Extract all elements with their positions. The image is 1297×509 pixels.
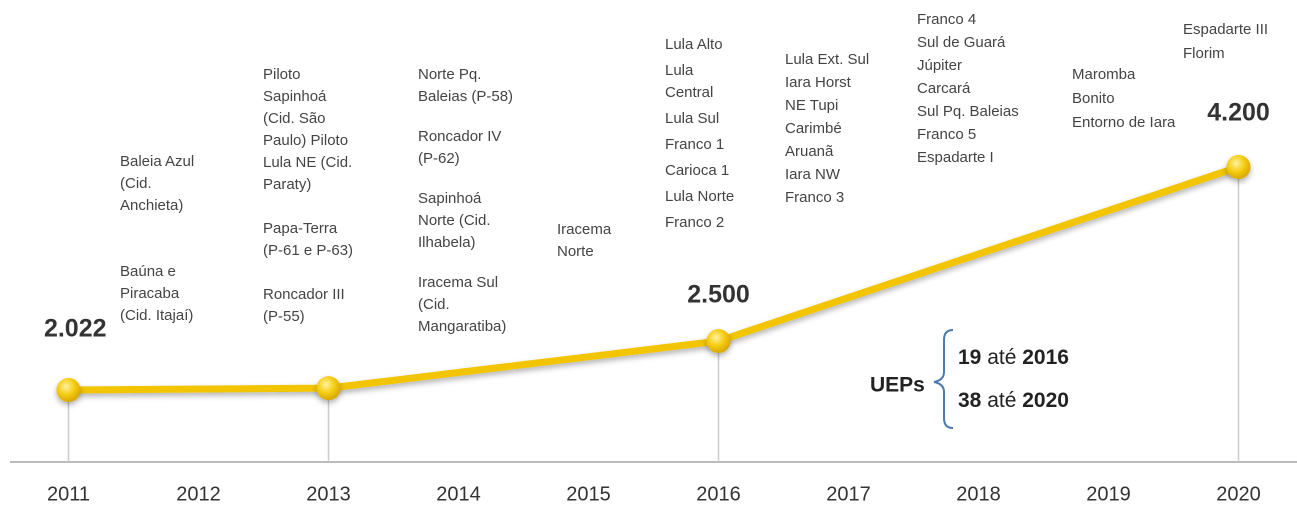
project-label: Lula NE (Cid. [263,154,352,171]
project-label: Baleia Azul [120,153,194,170]
project-label: (P-55) [263,308,305,325]
project-label: (P-61 e P-63) [263,242,353,259]
x-tick-label: 2011 [47,483,90,505]
project-label: Piloto [263,66,301,83]
value-label: 4.200 [1207,99,1270,127]
project-label: NE Tupi [785,97,838,114]
marker [56,378,81,402]
project-label: Lula Ext. Sul [785,51,869,68]
uep-box: UEPs 19 até 2016 38 até 2020 [870,329,1069,429]
project-label: (Cid. Itajaí) [120,307,193,324]
project-label: Baleias (P-58) [418,88,513,105]
project-label: Espadarte III [1183,21,1268,38]
project-label: Florim [1183,45,1225,62]
uep-line: 38 até 2020 [958,389,1069,412]
project-label: Maromba [1072,66,1136,83]
project-label: Sul Pq. Baleias [917,103,1019,120]
value-label: 2.022 [44,315,107,343]
project-label: Norte Pq. [418,66,481,83]
project-label: (Cid. [418,296,450,313]
project-label: (Cid. [120,175,152,192]
project-label: Espadarte I [917,149,994,166]
project-label: Iracema [557,221,612,238]
project-label: Roncador III [263,286,345,303]
project-label: Sapinhoá [263,88,327,105]
project-label: Sapinhoá [418,190,482,207]
project-label: Lula Sul [665,110,719,127]
project-label: (Cid. São [263,110,326,127]
uep-count: 19 [958,346,981,369]
x-tick-label: 2013 [306,483,351,505]
project-label: Carcará [917,80,971,97]
uep-word: até [987,346,1016,369]
x-tick-label: 2018 [956,483,1001,505]
x-tick-label: 2019 [1086,483,1131,505]
uep-year: 2020 [1022,389,1069,412]
project-label: Ilhabela) [418,234,476,251]
project-label: Lula Norte [665,188,734,205]
project-label: Lula [665,62,694,79]
project-label: Entorno de Iara [1072,114,1176,131]
bracket [933,329,954,429]
project-label: Bonito [1072,90,1115,107]
project-label: Franco 3 [785,189,844,206]
project-label: Franco 2 [665,214,724,231]
x-tick-label: 2014 [436,483,481,505]
project-label: Lula Alto [665,36,723,53]
x-tick-label: 2015 [566,483,611,505]
project-label: Papa-Terra [263,220,338,237]
project-label: Paraty) [263,176,311,193]
uep-label: UEPs [870,374,925,397]
project-label: Norte [557,243,594,260]
x-tick-label: 2012 [176,483,221,505]
x-tick-label: 2020 [1216,483,1261,505]
marker [706,329,731,354]
uep-count: 38 [958,389,982,412]
project-label: Central [665,84,713,101]
project-label: Franco 5 [917,126,976,143]
marker [1226,155,1251,179]
project-label: Roncador IV [418,128,501,145]
project-label: Franco 4 [917,11,976,28]
project-label: Baúna e [120,263,176,280]
project-label: Iracema Sul [418,274,498,291]
marker [316,376,341,401]
project-label: Aruanã [785,143,834,160]
uep-line: 19 até 2016 [958,346,1069,369]
project-label: Mangaratiba) [418,318,506,335]
project-label: Iara NW [785,166,841,183]
project-label: Iara Horst [785,74,852,91]
line [68,163,1240,394]
project-label: Carimbé [785,120,842,137]
uep-year: 2016 [1022,346,1069,369]
x-tick-label: 2017 [826,483,871,505]
project-label: Anchieta) [120,197,183,214]
project-label: (P-62) [418,150,460,167]
x-tick-label: 2016 [696,483,741,505]
project-label: Júpiter [917,57,962,74]
project-label: Paulo) Piloto [263,132,348,149]
project-label: Carioca 1 [665,162,729,179]
uep-word: até [987,389,1016,412]
value-label: 2.500 [687,281,750,309]
project-label: Piracaba [120,285,180,302]
project-label: Sul de Guará [917,34,1006,51]
project-label: Franco 1 [665,136,724,153]
project-label: Norte (Cid. [418,212,491,229]
